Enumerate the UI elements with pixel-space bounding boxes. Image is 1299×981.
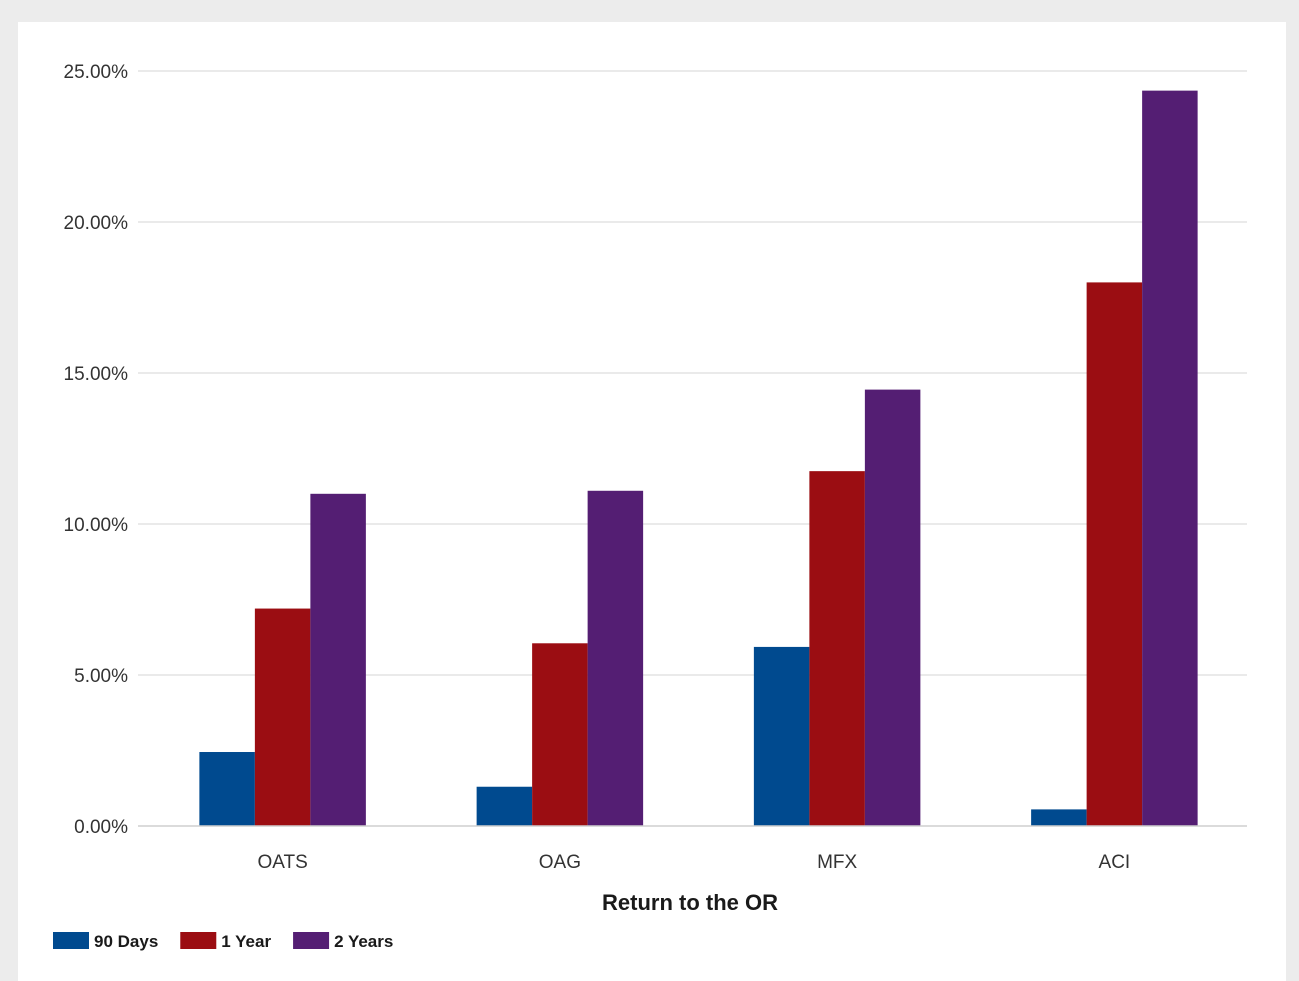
x-tick-label: OATS xyxy=(257,852,307,873)
y-tick-label: 15.00% xyxy=(64,364,129,385)
legend-swatch xyxy=(180,932,217,949)
bar xyxy=(1142,90,1198,826)
bar xyxy=(199,752,255,826)
y-tick-label: 5.00% xyxy=(74,666,128,687)
bar xyxy=(476,786,533,826)
bar xyxy=(864,389,921,826)
bars xyxy=(199,90,1198,826)
legend: 90 Days 1 Year 2 Years xyxy=(53,932,393,951)
y-tick-label: 10.00% xyxy=(64,515,129,536)
x-tick-label: OAG xyxy=(539,852,581,873)
y-tick-label: 25.00% xyxy=(64,62,129,83)
x-axis-ticks: OATS OAG MFX ACI xyxy=(257,852,1130,873)
bar xyxy=(809,471,865,826)
bar xyxy=(532,643,588,826)
y-tick-label: 0.00% xyxy=(74,817,128,838)
bar xyxy=(753,646,810,826)
x-axis-title: Return to the OR xyxy=(602,890,778,915)
x-tick-label: MFX xyxy=(817,852,857,873)
legend-label: 1 Year xyxy=(221,932,271,951)
bar xyxy=(310,493,366,826)
legend-label: 2 Years xyxy=(334,932,393,951)
y-tick-label: 20.00% xyxy=(64,213,129,234)
legend-swatch xyxy=(293,932,330,949)
bar xyxy=(1031,809,1087,826)
legend-swatch xyxy=(53,932,89,949)
bar xyxy=(1086,282,1143,826)
gridlines xyxy=(138,70,1247,676)
x-tick-label: ACI xyxy=(1099,852,1131,873)
bar xyxy=(587,490,644,826)
y-axis-ticks: 0.00% 5.00% 10.00% 15.00% 20.00% 25.00% xyxy=(64,62,129,838)
legend-label: 90 Days xyxy=(94,932,158,951)
bar xyxy=(254,608,311,826)
